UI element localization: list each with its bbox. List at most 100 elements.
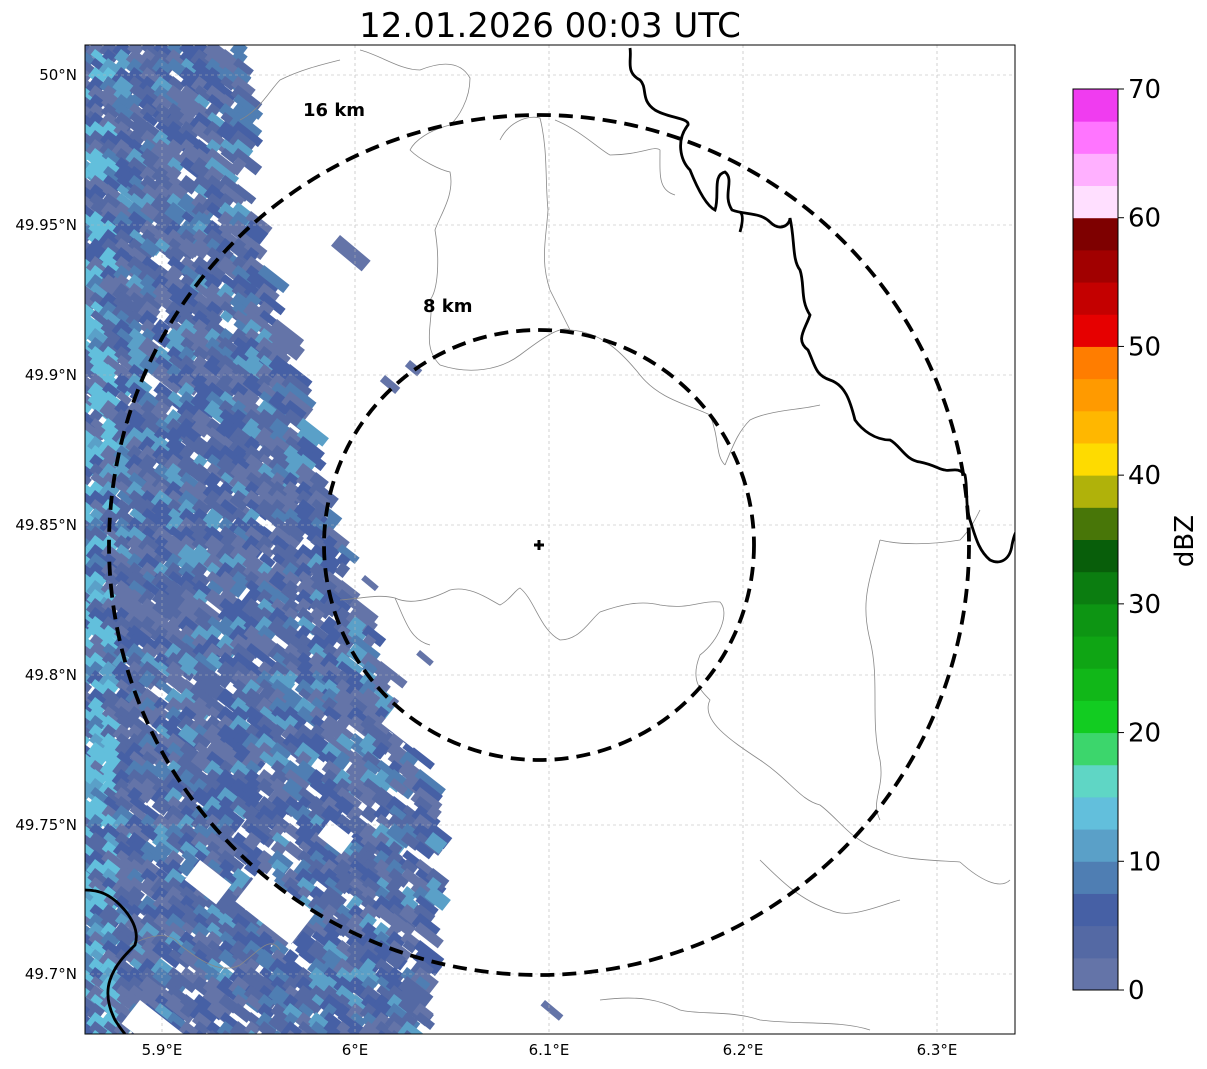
echo-cell: [284, 1039, 309, 1061]
echo-cell: [88, 570, 107, 589]
echo-cell: [103, 175, 123, 193]
echo-cell: [126, 778, 155, 804]
echo-cell: [126, 553, 143, 570]
colorbar-step: [1073, 314, 1118, 347]
echo-cell: [244, 346, 264, 364]
echo-cell: [309, 850, 329, 869]
echo-cell: [155, 103, 172, 119]
echo-cell: [336, 715, 351, 729]
echo-cell: [191, 498, 211, 518]
echo-cell: [284, 1011, 299, 1026]
echo-cell: [280, 715, 299, 734]
echo-cell: [269, 724, 286, 741]
echo-cell: [114, 525, 130, 541]
echo-cell: [85, 283, 96, 301]
echo-cell: [207, 994, 227, 1011]
lon-tick-label: 6°E: [342, 1041, 369, 1059]
echo-cell: [385, 922, 402, 940]
echo-cell: [324, 562, 338, 576]
echo-cell: [309, 778, 330, 797]
echo-cell: [203, 472, 222, 490]
echo-cell: [294, 625, 312, 642]
echo-cell: [179, 427, 199, 445]
echo-cell: [242, 220, 269, 245]
echo-cell: [336, 634, 355, 651]
echo-cell: [424, 832, 448, 855]
echo-cell: [233, 184, 257, 205]
colorbar: 0 10 20 30 40 50 60 70 dBZ: [1072, 75, 1200, 1006]
colorbar-tick-label: 50: [1128, 332, 1161, 362]
echo-cell: [540, 999, 564, 1021]
echo-cell: [191, 894, 209, 913]
echo-cell: [415, 895, 439, 916]
echo-cell: [166, 45, 185, 57]
echo-cell: [243, 246, 260, 264]
echo-cell: [140, 45, 161, 59]
echo-cell: [296, 426, 321, 450]
echo-cell: [361, 625, 387, 648]
echo-cell: [89, 184, 107, 200]
echo-cell: [336, 553, 351, 568]
echo-cell: [181, 921, 195, 935]
colorbar-step: [1073, 764, 1118, 798]
echo-cell: [87, 166, 105, 183]
echo-cell: [242, 831, 262, 851]
echo-cell: [246, 949, 260, 962]
echo-cell: [100, 913, 119, 932]
echo-cell: [337, 544, 360, 565]
echo-cell: [400, 922, 416, 937]
echo-cell: [348, 751, 375, 775]
colorbar-tick-label: 60: [1128, 204, 1161, 234]
echo-cell: [220, 147, 238, 164]
echo-cell: [115, 58, 129, 72]
colorbar-step: [1073, 249, 1118, 283]
echo-cell: [85, 148, 92, 166]
echo-cell: [259, 553, 276, 569]
echo-cell: [334, 562, 351, 578]
echo-cell: [244, 1021, 261, 1034]
colorbar-step: [1073, 217, 1118, 251]
colorbar-step: [1073, 346, 1118, 380]
echo-cell: [298, 949, 315, 964]
echo-cell: [229, 1020, 262, 1034]
echo-cell: [284, 607, 299, 622]
latitude-axis: 50°N 49.95°N 49.9°N 49.85°N 49.8°N 49.75…: [15, 66, 77, 983]
colorbar-step: [1073, 893, 1118, 927]
echo-cell: [295, 796, 312, 812]
echo-cell: [154, 391, 175, 410]
echo-cell: [167, 904, 186, 922]
echo-cell: [335, 922, 351, 938]
echo-cell: [233, 58, 254, 77]
echo-cell: [416, 650, 434, 667]
map-plot-area[interactable]: 16 km 8 km: [72, 40, 1020, 1069]
echo-cell: [426, 805, 442, 821]
echo-cell: [415, 976, 431, 991]
echo-cell: [164, 714, 182, 733]
colorbar-step: [1073, 861, 1118, 894]
echo-cell: [269, 319, 305, 350]
lat-tick-label: 49.7°N: [25, 965, 77, 983]
echo-cell: [85, 769, 93, 789]
echo-cell: [244, 634, 274, 661]
echo-cell: [256, 589, 273, 606]
echo-cell: [192, 328, 212, 346]
echo-cell: [375, 814, 393, 830]
lat-tick-label: 49.95°N: [15, 216, 77, 234]
echo-cell: [361, 921, 382, 942]
echo-cell: [296, 733, 331, 763]
echo-cell: [220, 76, 237, 91]
echo-cell: [231, 282, 251, 302]
echo-cell: [204, 274, 221, 291]
echo-cell: [85, 166, 92, 185]
echo-cell: [127, 904, 143, 919]
echo-cell: [229, 490, 252, 512]
echo-cell: [127, 823, 152, 845]
echo-cell: [230, 85, 263, 114]
echo-cell: [268, 823, 286, 840]
echo-cell: [402, 940, 417, 954]
echo-cell: [85, 463, 94, 485]
echo-cell: [360, 742, 377, 759]
echo-cell: [358, 1021, 395, 1034]
echo-cell: [85, 328, 91, 348]
echo-cell: [337, 661, 357, 679]
